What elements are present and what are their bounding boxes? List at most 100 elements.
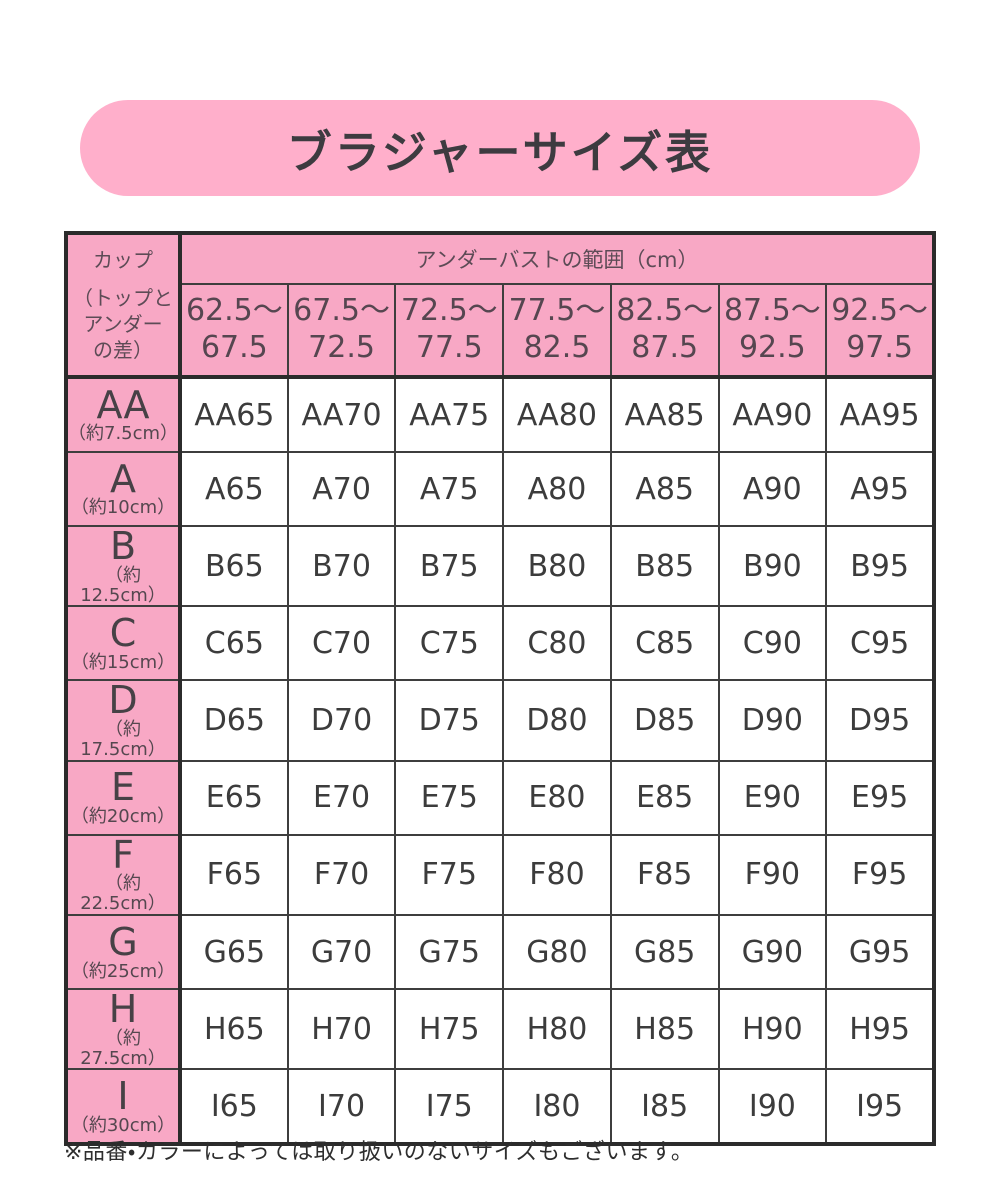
size-cell: AA70 <box>286 376 397 453</box>
size-cell: A65 <box>179 451 289 527</box>
table-row: I （約30cm） I65 I70 I75 I80 I85 I90 I95 <box>65 1068 935 1146</box>
size-cell: D85 <box>609 679 720 762</box>
col-header: 72.5～ 77.5 <box>394 283 505 379</box>
row-header: AA （約7.5cm） <box>65 376 182 453</box>
size-cell: A95 <box>825 451 935 527</box>
size-cell: C80 <box>502 605 612 682</box>
footnote: ※品番・カラーによっては取り扱いのないサイズもございます。 <box>64 1140 694 1165</box>
table-row: H （約27.5cm） H65 H70 H75 H80 H85 H90 H95 <box>65 987 935 1071</box>
col-header-line1: 62.5～ <box>185 293 283 329</box>
cup-diff: （約17.5cm） <box>80 719 166 760</box>
size-cell: F70 <box>286 833 397 917</box>
size-cell: AA65 <box>179 376 289 453</box>
cup-letter: AA <box>96 382 150 427</box>
cup-letter: B <box>109 524 137 568</box>
size-cell: I70 <box>286 1068 397 1146</box>
size-cell: D70 <box>286 679 397 762</box>
size-cell: C90 <box>717 605 828 682</box>
size-cell: A80 <box>502 451 612 527</box>
col-header-line1: 92.5～ <box>831 293 928 329</box>
table-row: A （約10cm） A65 A70 A75 A80 A85 A90 A95 <box>65 451 935 527</box>
table-row: E （約20cm） E65 E70 E75 E80 E85 E90 E95 <box>65 759 935 836</box>
size-cell: E95 <box>825 759 935 836</box>
size-cell: H90 <box>717 988 828 1071</box>
table-row: AA （約7.5cm） AA65 AA70 AA75 AA80 AA85 AA90 AA95 <box>65 376 935 453</box>
table-row: D （約17.5cm） D65 D70 D75 D80 D85 D90 D95 <box>65 678 935 762</box>
row-header: E （約20cm） <box>65 759 182 836</box>
underbust-range-header: アンダーバストの範囲（cm） <box>179 232 935 285</box>
size-cell: AA80 <box>502 376 612 453</box>
corner-header-line: アンダー <box>83 312 163 336</box>
cup-diff: （約12.5cm） <box>80 564 166 606</box>
size-cell: A70 <box>286 451 397 527</box>
cup-diff: （約25cm） <box>70 960 176 982</box>
cup-diff: （約20cm） <box>70 806 176 828</box>
size-cell: E70 <box>286 759 397 836</box>
size-cell: H85 <box>609 988 720 1071</box>
size-cell: B70 <box>286 524 397 608</box>
size-cell: H70 <box>286 988 397 1071</box>
size-cell: C95 <box>825 605 935 682</box>
size-cell: H95 <box>825 988 935 1071</box>
size-cell: B90 <box>717 524 828 608</box>
cup-letter: D <box>108 678 138 723</box>
size-cell: C85 <box>609 605 720 682</box>
col-header: 92.5～ 97.5 <box>825 283 935 379</box>
table-row: F （約22.5cm） F65 F70 F75 F80 F85 F90 F95 <box>65 833 935 917</box>
size-cell: I95 <box>825 1068 935 1146</box>
cup-letter: H <box>108 987 138 1032</box>
size-cell: F90 <box>717 833 828 917</box>
size-cell: E65 <box>179 759 289 836</box>
size-cell: H80 <box>502 988 612 1071</box>
row-header: A （約10cm） <box>65 451 182 527</box>
cup-diff: （約22.5cm） <box>80 873 166 915</box>
size-cell: B75 <box>394 524 505 608</box>
size-cell: H75 <box>394 988 505 1071</box>
size-cell: B80 <box>502 524 612 608</box>
corner-header-sub: （トップと アンダー の差） <box>68 285 178 363</box>
size-cell: AA90 <box>717 376 828 453</box>
size-cell: A85 <box>609 451 720 527</box>
cup-diff: （約30cm） <box>70 1114 176 1136</box>
size-cell: G80 <box>502 914 612 991</box>
title-banner: ブラジャーサイズ表 <box>80 100 920 196</box>
corner-header: カップ （トップと アンダー の差） <box>65 232 182 379</box>
size-cell: D75 <box>394 679 505 762</box>
cup-diff: （約27.5cm） <box>80 1027 166 1069</box>
col-header: 87.5～ 92.5 <box>717 283 828 379</box>
table-row: C （約15cm） C65 C70 C75 C80 C85 C90 C95 <box>65 605 935 682</box>
size-cell: I85 <box>609 1068 720 1146</box>
page-title: ブラジャーサイズ表 <box>286 125 714 179</box>
table-body: AA （約7.5cm） AA65 AA70 AA75 AA80 AA85 AA90 AA95 A （… <box>65 376 935 1146</box>
size-cell: F65 <box>179 833 289 917</box>
size-cell: D90 <box>717 679 828 762</box>
size-cell: B95 <box>825 524 935 608</box>
col-header-line1: 87.5～ <box>723 293 821 329</box>
col-header-line1: 67.5～ <box>293 293 390 329</box>
size-cell: F85 <box>609 833 720 917</box>
size-cell: D95 <box>825 679 935 762</box>
size-cell: G85 <box>609 914 720 991</box>
size-cell: C75 <box>394 605 505 682</box>
size-cell: A75 <box>394 451 505 527</box>
size-cell: C65 <box>179 605 289 682</box>
table-row: G （約25cm） G65 G70 G75 G80 G85 G90 G95 <box>65 914 935 991</box>
cup-diff: （約15cm） <box>70 651 176 673</box>
col-header-line2: 72.5 <box>308 330 375 365</box>
size-cell: E85 <box>609 759 720 836</box>
cup-letter: C <box>109 611 137 656</box>
size-cell: I75 <box>394 1068 505 1146</box>
size-cell: I80 <box>502 1068 612 1146</box>
col-header: 82.5～ 87.5 <box>609 283 720 379</box>
table-header: カップ （トップと アンダー の差） アンダーバストの範囲（cm） 62.5～ 67.5 67… <box>65 232 935 379</box>
size-cell: C70 <box>286 605 397 682</box>
cup-diff: （約7.5cm） <box>68 423 179 445</box>
col-header-line2: 77.5 <box>415 330 483 365</box>
col-header-line2: 87.5 <box>631 330 699 365</box>
size-cell: H65 <box>179 988 289 1071</box>
corner-header-line: の差） <box>93 338 153 362</box>
row-header: H （約27.5cm） <box>65 987 182 1071</box>
col-header: 62.5～ 67.5 <box>179 283 289 379</box>
size-cell: G75 <box>394 914 505 991</box>
size-cell: G70 <box>286 914 397 991</box>
